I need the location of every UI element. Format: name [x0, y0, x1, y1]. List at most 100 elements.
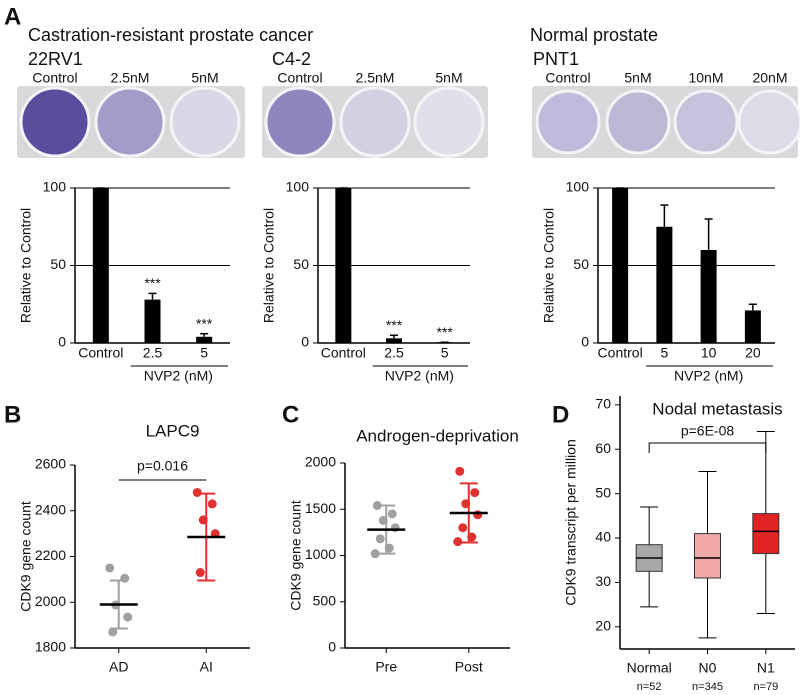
x-tick-label: N0 [699, 660, 717, 676]
point [453, 537, 463, 547]
panel-label: C [282, 401, 299, 428]
x-tick-label: AD [109, 659, 128, 675]
y-axis-title: CDK9 gene count [18, 501, 34, 612]
point [207, 499, 217, 509]
well-label: Control [545, 70, 590, 86]
chart-title: LAPC9 [146, 421, 200, 440]
x-tick-label: 5 [660, 345, 668, 361]
point [458, 523, 468, 533]
panel-label: B [4, 401, 21, 428]
annotation: p=6E-08 [681, 423, 735, 439]
y-tick-label: 0 [581, 334, 589, 350]
x-tick-label: 20 [745, 345, 761, 361]
y-tick-label: 0 [301, 334, 309, 350]
well-label: 10nM [688, 70, 723, 86]
point [192, 487, 202, 497]
well-label: Control [32, 70, 77, 86]
y-axis-title: Relative to Control [261, 208, 277, 323]
point [384, 543, 394, 553]
point [387, 509, 397, 519]
y-tick-label: 2000 [305, 454, 336, 470]
box [752, 513, 780, 555]
y-tick-label: 20 [595, 618, 611, 634]
x-axis-title: NVP2 (nM) [144, 368, 213, 384]
n-label: n=52 [637, 681, 662, 693]
group-header: Castration-resistant prostate cancer [28, 25, 313, 45]
y-tick-label: 1800 [35, 639, 66, 655]
point [467, 532, 477, 542]
y-tick-label: 2600 [35, 456, 66, 472]
bar [144, 299, 161, 343]
well-label: 5nM [624, 70, 651, 86]
x-tick-label: 5 [441, 345, 449, 361]
y-tick-label: 0 [58, 334, 66, 350]
well [94, 86, 166, 158]
y-axis-title: CDK9 transcript per million [563, 439, 579, 606]
bar [744, 310, 761, 343]
point [473, 510, 483, 520]
annotation: p=0.016 [137, 458, 188, 474]
well-label: 20nM [752, 70, 787, 86]
point [378, 515, 388, 525]
y-tick-label: 2000 [35, 593, 66, 609]
n-label: n=345 [692, 681, 723, 693]
significance-label: *** [144, 275, 161, 291]
point [375, 534, 385, 544]
x-tick-label: 5 [200, 345, 208, 361]
bar [656, 226, 673, 343]
y-axis-title: CDK9 gene count [288, 500, 304, 611]
x-axis-title: NVP2 (nM) [674, 368, 743, 384]
point [195, 568, 205, 578]
y-tick-label: 50 [293, 256, 309, 272]
x-tick-label: 10 [701, 345, 717, 361]
well [19, 86, 91, 158]
well-label: 5nM [191, 70, 218, 86]
point [461, 499, 471, 509]
y-tick-label: 50 [595, 484, 611, 500]
well-label: Control [277, 70, 322, 86]
x-tick-label: Post [455, 659, 483, 675]
well [413, 86, 485, 158]
cell-line-name: 22RV1 [28, 49, 83, 69]
well [737, 89, 800, 155]
point [123, 612, 133, 622]
well [339, 86, 411, 158]
x-tick-label: Normal [627, 660, 672, 676]
well-label: 2.5nM [356, 70, 395, 86]
point [370, 549, 380, 559]
point [105, 563, 115, 573]
y-tick-label: 1500 [305, 500, 336, 516]
point [108, 627, 118, 637]
x-axis-title: NVP2 (nM) [385, 368, 454, 384]
bar [92, 188, 109, 343]
x-tick-label: 2.5 [384, 345, 404, 361]
chart-title: Nodal metastasis [652, 399, 782, 418]
y-axis-title: Relative to Control [18, 208, 34, 323]
x-tick-label: 2.5 [143, 345, 163, 361]
x-tick-label: Control [78, 345, 123, 361]
well [264, 86, 336, 158]
y-tick-label: 50 [50, 256, 66, 272]
point [390, 523, 400, 533]
annotation-bracket [648, 442, 767, 453]
cell-line-name: PNT1 [533, 49, 579, 69]
significance-label: *** [196, 315, 213, 331]
bar [335, 188, 352, 343]
x-tick-label: Pre [375, 659, 397, 675]
x-tick-label: N1 [757, 660, 775, 676]
y-tick-label: 1000 [305, 546, 336, 562]
point [198, 515, 208, 525]
point [455, 466, 465, 476]
y-tick-label: 40 [595, 529, 611, 545]
bar [700, 250, 717, 343]
point [120, 573, 130, 583]
y-tick-label: 60 [595, 440, 611, 456]
y-tick-label: 500 [313, 592, 337, 608]
y-tick-label: 100 [566, 179, 590, 195]
panel-label: A [4, 3, 21, 30]
cell-line-name: C4-2 [272, 49, 311, 69]
x-tick-label: AI [200, 659, 213, 675]
significance-label: *** [386, 317, 403, 333]
y-tick-label: 30 [595, 573, 611, 589]
